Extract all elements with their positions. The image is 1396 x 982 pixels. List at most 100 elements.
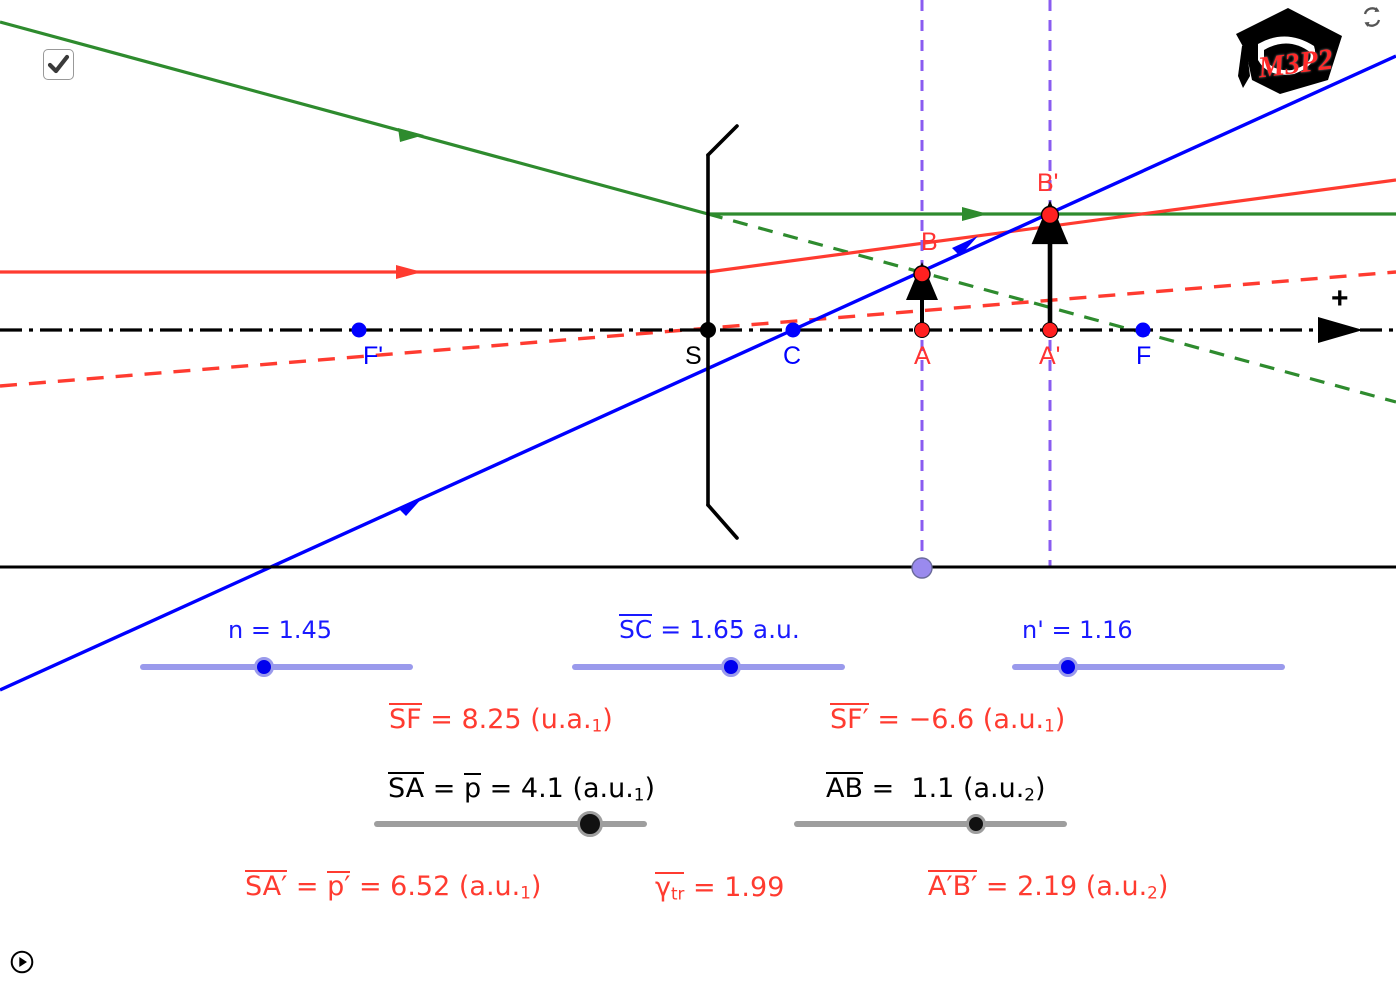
dioptre-bottom-bend — [706, 503, 739, 540]
purple-guides — [920, 0, 1052, 568]
slider-AB[interactable] — [794, 812, 1067, 836]
point-C[interactable] — [785, 322, 801, 338]
slider-label-SA-sub: 1 — [633, 784, 645, 805]
readout-ABp-close: ) — [1157, 871, 1169, 902]
readout-gamma-sub: tr — [670, 883, 685, 904]
readout-SF-lhs: SF — [389, 703, 422, 735]
slider-label-AB-lhs: AB — [826, 772, 863, 804]
slider-SC-knob[interactable] — [721, 657, 741, 677]
readout-SF-sub: 1 — [591, 715, 603, 736]
readout-SAp-eq2: = — [358, 871, 382, 902]
readout-SF-value: 8.25 — [461, 704, 522, 735]
graduation-cap-icon — [1236, 8, 1342, 94]
slider-label-AB-close: ) — [1034, 773, 1046, 804]
axis-arrow-icon — [1318, 317, 1363, 343]
slider-label-SA-p: p — [463, 773, 482, 804]
readout-SAp-prime-mark: ′ — [281, 871, 288, 902]
point-B[interactable] — [913, 265, 931, 283]
play-icon — [10, 950, 34, 974]
readout-SF-eq: = — [430, 704, 453, 735]
point-A-prime[interactable] — [1042, 322, 1058, 338]
slider-label-AB: AB = 1.1 (a.u.2) — [826, 772, 1046, 803]
checkmark-icon — [47, 54, 70, 74]
dioptre-top-bend — [706, 124, 739, 157]
slider-label-SA-unit: (a.u. — [572, 773, 634, 804]
readout-SAp-p: p′ — [327, 871, 351, 902]
slider-label-SA-eq1: = — [432, 773, 456, 804]
slider-n-prime[interactable] — [1012, 655, 1285, 679]
point-A[interactable] — [914, 322, 930, 338]
readout-ABp-unit: (a.u. — [1085, 871, 1148, 902]
slider-label-SA-close: ) — [644, 773, 655, 804]
readout-SAp-p-text: p — [327, 871, 345, 902]
slider-label-SA: SA = p = 4.1 (a.u.1) — [388, 772, 655, 803]
slider-label-SC-overline: SC — [619, 614, 653, 644]
label-B: B — [921, 228, 938, 256]
readout-SFp-value: −6.6 — [908, 704, 975, 735]
slider-n-knob[interactable] — [254, 657, 274, 677]
readout-ABp-sub: 2 — [1147, 882, 1158, 903]
slider-label-AB-sub: 2 — [1024, 784, 1035, 805]
reset-view-button[interactable] — [1358, 3, 1386, 31]
label-C: C — [783, 342, 802, 370]
readout-SAp-sub: 1 — [520, 882, 531, 903]
readout-ABp-eq: = — [985, 871, 1009, 902]
readout-SAp-lhs-text: SA — [245, 871, 282, 902]
slider-n-prime-track[interactable] — [1012, 664, 1285, 670]
slider-label-n-prime-text: n' = 1.16 — [1022, 616, 1133, 644]
slider-label-n: n = 1.45 — [228, 618, 332, 642]
slider-AB-track[interactable] — [794, 821, 1067, 827]
draggable-point-handle[interactable] — [911, 557, 933, 579]
slider-label-AB-value: 1.1 — [902, 773, 955, 804]
readout-gamma-tr: γtr = 1.99 — [655, 872, 784, 903]
point-B-prime[interactable] — [1040, 205, 1060, 225]
point-F-prime[interactable] — [351, 322, 367, 338]
readout-SAp-p-prime: ′ — [344, 871, 351, 902]
slider-n-track[interactable] — [140, 664, 413, 670]
readout-SFp-eq: = — [877, 704, 901, 735]
slider-label-SA-eq2: = — [489, 773, 513, 804]
slider-AB-knob[interactable] — [966, 814, 986, 834]
readout-SAp-value: 6.52 — [390, 871, 451, 902]
slider-SC[interactable] — [572, 655, 845, 679]
blue-arrow-lower-icon — [398, 496, 424, 516]
readout-SFp-unit: (a.u. — [982, 704, 1045, 735]
readout-SAp-lhs: SA′ — [245, 870, 288, 902]
label-F-prime: F' — [363, 342, 384, 370]
m3p2-logo: M3P2 — [1228, 2, 1346, 98]
label-B-prime: B' — [1037, 169, 1059, 197]
point-F[interactable] — [1135, 322, 1151, 338]
animation-play-button[interactable] — [10, 950, 34, 974]
readout-SAp-close: ) — [530, 871, 542, 902]
slider-n[interactable] — [140, 655, 413, 679]
readout-SFp-prime-mark: ′ — [862, 704, 869, 735]
slider-label-SC: SC = 1.65 a.u. — [619, 614, 800, 643]
slider-SA-track[interactable] — [374, 821, 647, 827]
slider-SA-knob[interactable] — [577, 811, 603, 837]
point-S[interactable] — [700, 322, 716, 338]
green-refracted-arrow-icon — [962, 207, 988, 221]
readout-AB-prime: A′B′ = 2.19 (a.u.2) — [928, 870, 1168, 901]
blue-ray — [0, 54, 1396, 692]
optical-axis — [0, 317, 1396, 343]
readout-ABp-value: 2.19 — [1017, 871, 1078, 902]
diagram-points[interactable] — [351, 205, 1151, 339]
ray-blue — [0, 54, 1396, 692]
readout-ABp-lhs: A′B′ — [928, 870, 978, 902]
axis-positive-direction-marker: + — [1331, 282, 1349, 315]
readout-SF-unit: (u.a. — [530, 704, 592, 735]
readout-gamma-eq: = — [693, 872, 716, 903]
label-A: A — [914, 342, 931, 370]
label-F: F — [1136, 342, 1152, 370]
slider-SA[interactable] — [374, 811, 647, 837]
slider-n-prime-knob[interactable] — [1058, 657, 1078, 677]
slider-SC-track[interactable] — [572, 664, 845, 670]
readout-SFp-sub: 1 — [1044, 715, 1055, 736]
green-incident-arrow-icon — [398, 128, 424, 142]
show-construction-checkbox[interactable] — [43, 49, 74, 80]
readout-SAp-eq1: = — [295, 871, 319, 902]
slider-label-SA-lhs: SA — [388, 772, 425, 804]
green-virtual-ray — [707, 212, 1396, 404]
slider-label-AB-unit: (a.u. — [962, 773, 1025, 804]
